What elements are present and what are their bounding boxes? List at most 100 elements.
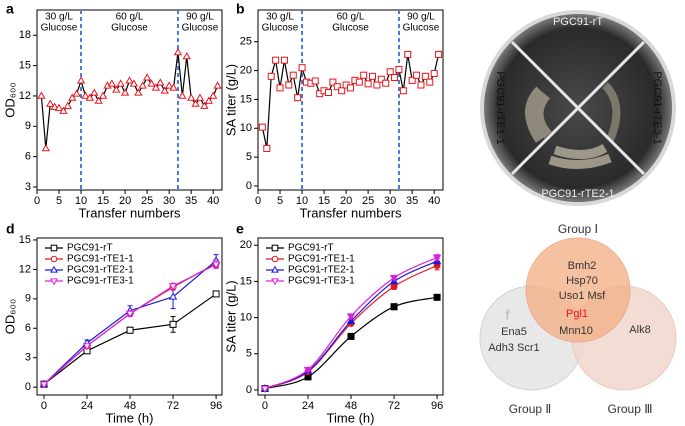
marker <box>369 72 377 80</box>
y-tick-label: 15 <box>19 234 31 246</box>
marker <box>186 93 196 101</box>
annotation: 30 g/L <box>45 12 73 23</box>
marker <box>200 101 209 109</box>
marker <box>173 48 183 56</box>
x-tick-label: 30 <box>384 195 396 207</box>
x-tick-label: 25 <box>362 195 374 207</box>
legend-label: PGC91-rTE1-1 <box>67 254 134 265</box>
marker <box>85 93 95 101</box>
x-tick-label: 0 <box>262 400 268 412</box>
x-tick-label: 20 <box>340 195 352 207</box>
legend-marker <box>50 265 58 273</box>
marker <box>433 293 441 301</box>
marker <box>435 50 443 58</box>
x-tick-label: 10 <box>296 195 308 207</box>
y-tick-label: 15 <box>19 60 31 72</box>
x-tick-label: 24 <box>81 400 93 412</box>
plot-frame <box>257 237 444 396</box>
marker <box>50 102 59 110</box>
marker <box>395 65 403 73</box>
marker <box>267 72 275 80</box>
marker <box>209 91 218 99</box>
x-tick-label: 5 <box>277 195 283 207</box>
marker <box>263 144 271 152</box>
venn-group: Group Ⅱ <box>509 402 552 416</box>
panel-label: b <box>236 1 245 17</box>
annotation: Glucose <box>332 23 369 34</box>
marker <box>373 81 381 89</box>
plot-frame <box>36 237 223 396</box>
legend-marker <box>50 278 58 286</box>
legend-marker <box>271 265 279 273</box>
x-tick-label: 20 <box>119 195 131 207</box>
marker <box>338 87 346 95</box>
y-axis-label: OD₆₀₀ <box>2 299 17 335</box>
x-tick-label: 30 <box>163 195 175 207</box>
venn-gene: Pgl1 <box>566 308 588 320</box>
marker <box>382 79 390 87</box>
marker <box>156 78 165 86</box>
panel-label: a <box>6 1 14 17</box>
x-tick-label: 24 <box>302 400 314 412</box>
legend-label: PGC91-rTE2-1 <box>288 265 355 276</box>
y-tick-label: 6 <box>25 322 31 334</box>
series-line <box>264 296 438 390</box>
marker <box>272 56 280 64</box>
legend-marker <box>271 255 279 263</box>
marker <box>147 79 156 87</box>
marker <box>347 84 354 92</box>
legend-marker <box>271 278 279 286</box>
plate-label: PGC91-rTE2-1 <box>541 188 614 200</box>
legend-label: PGC91-rTE3-1 <box>67 276 134 287</box>
y-tick-label: 3 <box>25 181 31 193</box>
panel-label: d <box>6 221 15 237</box>
venn-group: Group Ⅰ <box>558 222 598 236</box>
annotation: 30 g/L <box>266 12 294 23</box>
marker <box>151 83 161 91</box>
x-tick-label: 35 <box>185 195 197 207</box>
marker <box>59 106 68 114</box>
x-tick-label: 0 <box>34 195 40 207</box>
y-tick-label: 5 <box>246 151 252 163</box>
x-axis-label: Transfer numbers <box>299 205 402 220</box>
legend-label: PGC91-rT <box>67 243 113 254</box>
plate-label: PGC91-rTE1-1 <box>494 71 506 144</box>
x-tick-label: 40 <box>428 195 440 207</box>
marker <box>285 81 293 89</box>
marker <box>116 79 125 87</box>
marker <box>413 71 421 79</box>
marker <box>142 73 152 81</box>
marker <box>258 123 266 131</box>
marker <box>289 71 297 79</box>
marker <box>280 56 288 64</box>
y-axis-label: SA titer (g/L) <box>223 64 238 136</box>
marker <box>404 50 412 58</box>
marker <box>112 85 121 93</box>
legend-marker <box>271 244 279 252</box>
marker <box>391 74 399 81</box>
marker <box>324 89 332 96</box>
venn-gene: Uso1 Msf <box>559 290 606 302</box>
marker <box>417 81 425 89</box>
marker <box>107 79 117 87</box>
marker <box>90 88 99 96</box>
marker <box>39 381 49 389</box>
marker <box>347 332 355 340</box>
x-tick-label: 25 <box>141 195 153 207</box>
x-tick-label: 10 <box>75 195 87 207</box>
x-tick-label: 35 <box>406 195 418 207</box>
marker <box>120 88 130 96</box>
annotation: Glucose <box>182 23 219 34</box>
marker <box>164 81 174 89</box>
marker <box>276 84 284 92</box>
x-tick-label: 0 <box>255 195 261 207</box>
annotation: Glucose <box>41 23 78 34</box>
marker <box>41 144 50 152</box>
marker <box>68 93 77 101</box>
y-tick-label: 3 <box>25 352 31 364</box>
x-axis-label: Time (h) <box>106 410 154 425</box>
x-tick-label: 96 <box>431 400 443 412</box>
marker <box>37 91 46 99</box>
marker <box>168 283 178 291</box>
marker <box>346 316 356 324</box>
